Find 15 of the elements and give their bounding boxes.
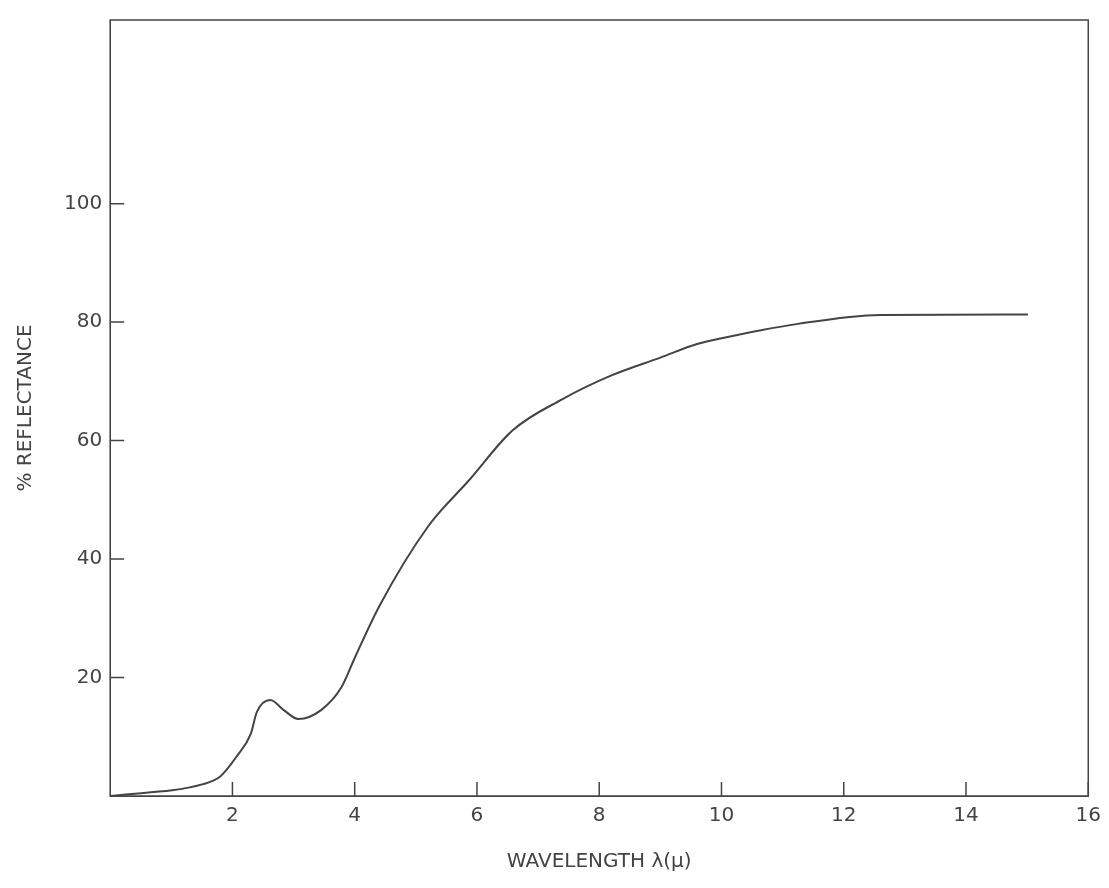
x-tick-label: 8 (592, 802, 606, 827)
y-tick-label: 60 (76, 426, 103, 451)
y-tick-label: 20 (76, 663, 103, 688)
x-tick-label: 12 (831, 802, 857, 827)
y-tick-label: 100 (63, 189, 103, 214)
x-axis-title: WAVELENGTH λ(μ) (506, 848, 692, 873)
y-axis-title: % REFLECTANCE (12, 324, 37, 492)
x-tick-label: 14 (953, 802, 979, 827)
x-tick-label: 4 (348, 802, 362, 827)
x-tick-label: 2 (226, 802, 239, 827)
x-tick-label: 10 (708, 802, 735, 827)
x-tick-label: 16 (1075, 802, 1101, 827)
y-tick-label: 40 (76, 545, 103, 570)
x-tick-label: 6 (470, 802, 484, 827)
y-tick-label: 80 (76, 308, 103, 333)
